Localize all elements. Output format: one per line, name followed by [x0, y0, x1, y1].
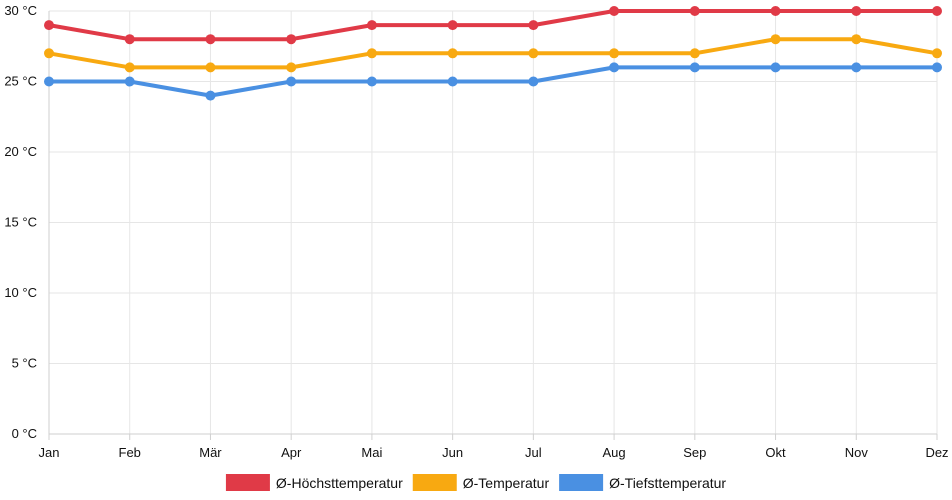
y-tick-label: 0 °C	[12, 426, 37, 441]
data-point[interactable]	[366, 20, 377, 31]
legend: Ø-Höchsttemperatur Ø-Temperatur Ø-Tiefstte…	[225, 474, 726, 491]
x-tick-label: Jun	[442, 445, 463, 460]
legend-swatch	[225, 474, 270, 491]
x-tick-label: Dez	[925, 445, 948, 460]
x-tick-label: Feb	[119, 445, 141, 460]
data-point[interactable]	[205, 62, 216, 73]
x-tick-label: Jan	[39, 445, 60, 460]
data-point[interactable]	[205, 34, 216, 45]
y-tick-label: 20 °C	[4, 144, 37, 159]
data-point[interactable]	[286, 34, 297, 45]
y-tick-label: 30 °C	[4, 3, 37, 18]
series-line	[47, 9, 939, 42]
legend-item[interactable]: Ø-Höchsttemperatur	[225, 474, 403, 491]
series-2	[44, 34, 942, 73]
series-1	[44, 6, 942, 45]
data-point[interactable]	[851, 34, 862, 45]
data-point[interactable]	[124, 76, 135, 87]
legend-swatch	[412, 474, 457, 491]
data-point[interactable]	[447, 20, 458, 31]
data-point[interactable]	[689, 6, 700, 16]
x-tick-label: Apr	[281, 445, 302, 460]
data-point[interactable]	[609, 6, 620, 16]
data-point[interactable]	[609, 62, 620, 73]
data-point[interactable]	[770, 62, 781, 73]
x-tick-label: Aug	[603, 445, 626, 460]
legend-item[interactable]: Ø-Tiefsttemperatur	[559, 474, 726, 491]
data-point[interactable]	[609, 48, 620, 59]
x-tick-label: Mai	[361, 445, 382, 460]
y-tick-label: 15 °C	[4, 215, 37, 230]
x-tick-label: Sep	[683, 445, 706, 460]
data-point[interactable]	[447, 48, 458, 59]
y-tick-label: 25 °C	[4, 74, 37, 89]
axes: 0 °C 5 °C 10 °C 15 °C 20 °C 25 °C 30 °C Jan Feb M…	[4, 3, 948, 460]
data-point[interactable]	[44, 48, 54, 59]
legend-item[interactable]: Ø-Temperatur	[412, 474, 550, 491]
y-tick-label: 5 °C	[12, 356, 37, 371]
data-point[interactable]	[528, 76, 539, 87]
data-point[interactable]	[851, 6, 862, 16]
data-point[interactable]	[770, 34, 781, 45]
data-point[interactable]	[528, 48, 539, 59]
data-point[interactable]	[124, 62, 135, 73]
data-point[interactable]	[366, 48, 377, 59]
x-tick-label: Nov	[845, 445, 869, 460]
data-point[interactable]	[286, 62, 297, 73]
series-3	[44, 62, 942, 101]
legend-label: Ø-Temperatur	[463, 475, 550, 491]
data-point[interactable]	[770, 6, 781, 16]
data-point[interactable]	[44, 20, 54, 31]
legend-label: Ø-Höchsttemperatur	[276, 475, 403, 491]
data-point[interactable]	[44, 76, 54, 87]
series-line	[47, 37, 939, 70]
data-point[interactable]	[932, 62, 942, 73]
data-point[interactable]	[124, 34, 135, 45]
data-point[interactable]	[689, 62, 700, 73]
x-tick-label: Jul	[525, 445, 542, 460]
legend-swatch	[559, 474, 604, 491]
y-tick-label: 10 °C	[4, 285, 37, 300]
data-point[interactable]	[286, 76, 297, 87]
data-point[interactable]	[851, 62, 862, 73]
data-point[interactable]	[447, 76, 458, 87]
x-tick-label: Mär	[199, 445, 222, 460]
x-tick-label: Okt	[765, 445, 786, 460]
data-point[interactable]	[932, 6, 942, 16]
data-point[interactable]	[689, 48, 700, 59]
series-line	[47, 65, 939, 98]
data-point[interactable]	[205, 90, 216, 101]
grid	[48, 10, 938, 435]
data-point[interactable]	[528, 20, 539, 31]
legend-label: Ø-Tiefsttemperatur	[609, 475, 726, 491]
series-group	[44, 6, 942, 101]
data-point[interactable]	[366, 76, 377, 87]
data-point[interactable]	[932, 48, 942, 59]
